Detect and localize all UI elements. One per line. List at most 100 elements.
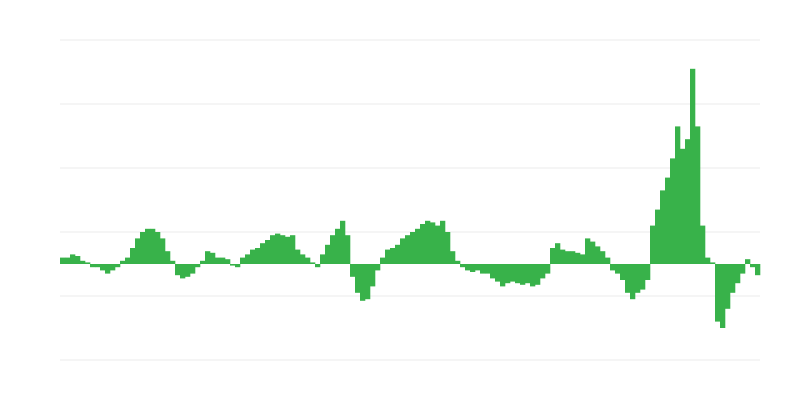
bar	[625, 264, 631, 293]
bar	[170, 260, 176, 264]
bar	[570, 251, 576, 264]
bar	[705, 257, 711, 264]
bar	[520, 264, 526, 285]
bar	[470, 264, 476, 272]
bar	[445, 232, 451, 264]
bar	[160, 238, 166, 264]
bar	[270, 235, 276, 264]
bar	[90, 264, 96, 268]
bar	[145, 228, 151, 264]
bar	[665, 177, 671, 264]
bar	[435, 225, 441, 264]
bar	[125, 257, 131, 264]
bar	[60, 257, 66, 264]
bar	[545, 264, 551, 274]
bar	[300, 254, 306, 264]
bar	[730, 264, 736, 293]
bar	[550, 248, 556, 264]
bar	[505, 264, 511, 284]
bar	[245, 254, 251, 264]
bar	[715, 264, 721, 322]
bar	[495, 264, 501, 282]
bar	[220, 257, 226, 264]
bar	[595, 246, 601, 264]
bar	[750, 264, 756, 268]
bar	[700, 225, 706, 264]
bar	[465, 264, 471, 271]
bar	[135, 238, 141, 264]
bar	[180, 264, 186, 279]
bar	[345, 235, 351, 264]
bar	[510, 264, 516, 282]
bar	[390, 248, 396, 264]
bar	[165, 251, 171, 264]
bar	[365, 264, 371, 300]
bar	[295, 249, 301, 264]
bar	[440, 220, 446, 264]
bar	[635, 264, 641, 293]
bar	[400, 238, 406, 264]
bar	[670, 158, 676, 264]
bar	[660, 190, 666, 264]
bar	[190, 264, 196, 274]
bar	[600, 251, 606, 264]
bar	[490, 264, 496, 279]
bar	[580, 254, 586, 264]
bar	[515, 264, 521, 284]
bar	[240, 257, 246, 264]
bar	[640, 264, 646, 290]
bar	[590, 241, 596, 264]
bar	[310, 262, 316, 264]
bar	[275, 233, 281, 264]
bar	[430, 222, 436, 264]
bar	[70, 254, 76, 264]
bar	[415, 228, 421, 264]
bar	[360, 264, 366, 301]
bar	[265, 240, 271, 264]
bar	[745, 259, 751, 264]
bar	[645, 264, 651, 280]
bar	[530, 264, 536, 287]
bar	[350, 264, 356, 277]
bar	[725, 264, 731, 309]
bar	[330, 235, 336, 264]
bar	[405, 235, 411, 264]
bar	[485, 264, 491, 274]
bar	[375, 264, 381, 271]
bar	[305, 257, 311, 264]
gridlines	[60, 39, 760, 361]
bar	[755, 264, 761, 276]
bar	[450, 251, 456, 264]
bar	[120, 260, 126, 264]
bar	[100, 264, 106, 271]
bar	[540, 264, 546, 279]
bar	[255, 248, 261, 264]
bar	[285, 236, 291, 264]
bar	[735, 264, 741, 284]
bar	[480, 264, 486, 274]
bar	[605, 257, 611, 264]
bar	[75, 256, 81, 264]
bar	[210, 252, 216, 264]
bar	[130, 248, 136, 264]
bar	[370, 264, 376, 287]
bar	[460, 264, 466, 268]
bar	[685, 139, 691, 264]
bar	[620, 264, 626, 280]
bar	[395, 244, 401, 264]
bar	[455, 260, 461, 264]
bar	[695, 126, 701, 265]
bar	[175, 264, 181, 276]
bar	[380, 257, 386, 264]
bar	[325, 244, 331, 264]
bar	[535, 264, 541, 285]
bar	[260, 243, 266, 264]
bar	[225, 259, 231, 264]
bar	[315, 264, 321, 268]
bar	[340, 220, 346, 264]
bar	[740, 264, 746, 274]
bar	[140, 232, 146, 264]
bar	[410, 232, 416, 264]
bar	[280, 235, 286, 264]
